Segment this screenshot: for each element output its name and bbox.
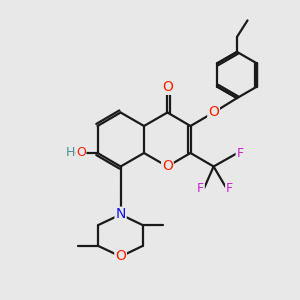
Text: F: F: [197, 182, 204, 195]
Text: F: F: [226, 182, 233, 195]
Text: N: N: [116, 208, 126, 221]
Text: O: O: [115, 250, 126, 263]
Text: O: O: [208, 106, 219, 119]
Text: O: O: [162, 80, 173, 94]
Text: O: O: [162, 160, 173, 173]
Text: F: F: [236, 147, 244, 160]
Text: O: O: [76, 146, 86, 160]
Text: H: H: [66, 146, 75, 160]
